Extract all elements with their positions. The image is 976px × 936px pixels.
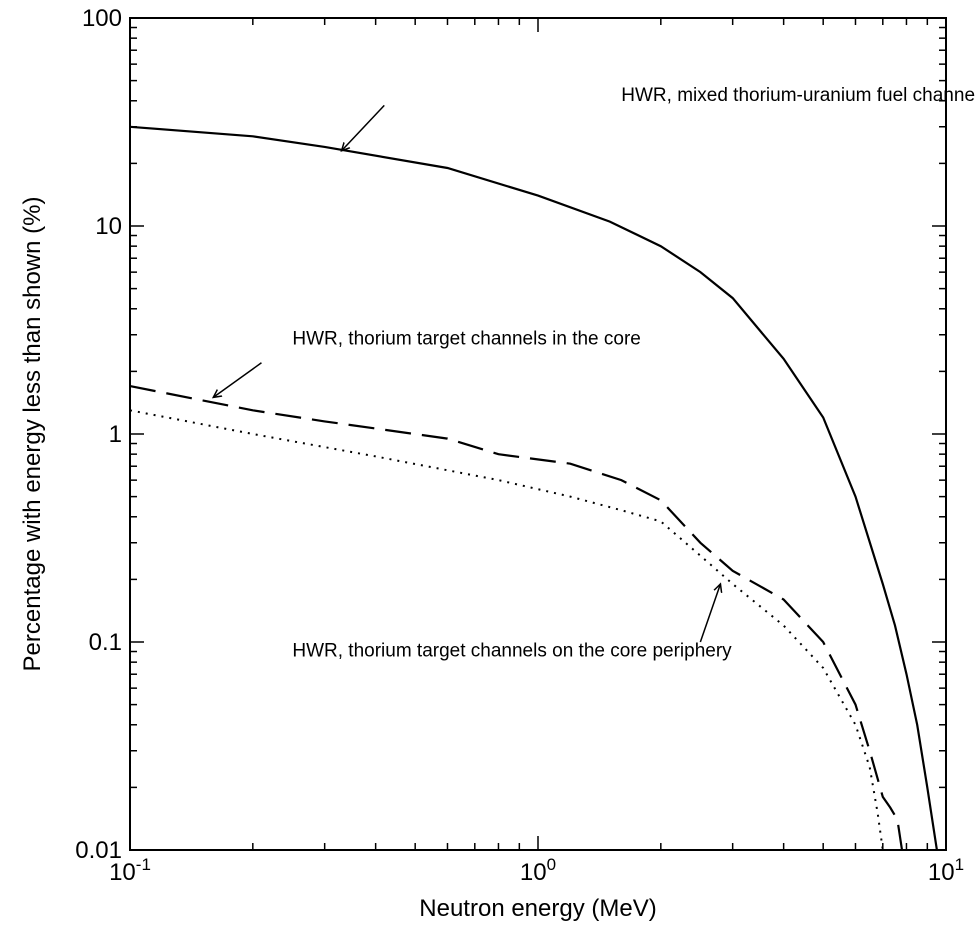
- annotation-arrow: [699, 584, 720, 643]
- x-axis-title: Neutron energy (MeV): [419, 895, 656, 922]
- series-group: [129, 125, 938, 851]
- y-tick-label: 10: [95, 213, 122, 240]
- annotation-label: HWR, mixed thorium-uranium fuel channel: [621, 85, 976, 106]
- series-line-dashed: [129, 385, 904, 851]
- annotations-group: HWR, mixed thorium-uranium fuel channel H…: [213, 85, 976, 662]
- y-axis-title: Percentage with energy less than shown (…: [19, 197, 46, 672]
- y-tick-label: 0.01: [75, 837, 122, 864]
- series-line-dotted: [129, 409, 884, 851]
- y-tick-label: 1: [109, 421, 122, 448]
- y-tick-label: 100: [82, 5, 122, 32]
- x-tick-label: 101: [928, 855, 964, 886]
- y-tick-label: 0.1: [89, 629, 122, 656]
- axis-ticks: [129, 18, 946, 851]
- x-tick-label: 10-1: [109, 855, 151, 886]
- x-tick-label: 100: [520, 855, 556, 886]
- annotation-arrow: [213, 362, 262, 398]
- series-line-solid: [129, 125, 938, 851]
- annotation-arrow: [342, 104, 385, 150]
- plot-frame: [129, 17, 947, 851]
- annotation-label: HWR, thorium target channels in the core: [292, 328, 640, 349]
- annotation-label: HWR, thorium target channels on the core…: [292, 641, 732, 662]
- axis-tick-labels: 10-1 100 101 0.01 0.1 1 10 100: [75, 5, 964, 886]
